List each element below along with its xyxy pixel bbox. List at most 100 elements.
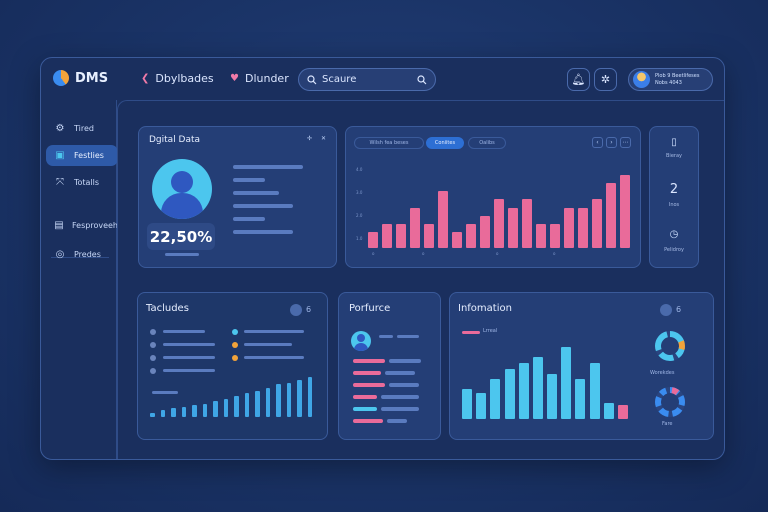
search-submit-icon[interactable] [417,74,427,85]
status-dot [232,355,238,361]
chart-bar [438,191,448,248]
sidebar-item-predes[interactable]: ◎ Predes [46,244,118,265]
percentage-value: 22,50% [147,223,215,250]
chart-bar [480,215,490,248]
text-placeholder [233,217,265,221]
chart-bar [213,401,218,417]
legend-swatch [462,331,480,334]
nav-link-dbylbades[interactable]: ❮ Dbylbades [141,72,214,85]
sidebar: ⚙ Tired ▣ Festlies ⤧ Totalls ▤ Fesprovee… [41,100,118,459]
clipboard-icon: ▯ [671,137,677,148]
nav-link-dlunder[interactable]: ♥ Dlunder [230,72,289,85]
chart-bar [307,377,312,417]
text-placeholder [353,419,383,423]
user-name: Plob 9 Beetlifeses [655,72,700,79]
settings-button[interactable]: ✲ [594,68,617,91]
text-placeholder [244,343,292,346]
toggle-label: 6 [676,305,682,314]
toggle-dot[interactable] [660,304,672,316]
list-bullet [150,368,156,374]
chart-bar [192,405,197,417]
notifications-button[interactable]: 🔔︎ [567,68,590,91]
pin-icon[interactable]: ✢ [306,135,313,142]
close-icon[interactable]: ✕ [320,135,327,142]
gear-icon: ⚙ [55,123,65,134]
text-placeholder [163,330,205,333]
tacludes-card: Tacludes 6 [137,292,328,440]
chart-bar [532,357,543,419]
y-tick-label: 3.0 [356,190,363,195]
sidebar-item-festlies[interactable]: ▣ Festlies [46,145,118,166]
list-bullet [150,329,156,335]
chevron-left-icon: ❮ [141,73,150,84]
chart-bar [522,199,532,248]
text-placeholder [244,356,304,359]
chart-filter-chip[interactable]: Coniites [426,137,464,149]
user-meta: Nobs 4043 [655,79,682,86]
sidebar-item-fesproveeh[interactable]: ▤ Fesproveeh [46,215,118,236]
chart-bar [286,383,291,417]
donut-chart [655,331,685,361]
chart-bar [410,207,420,248]
chart-bar [466,223,476,248]
infomation-bar-chart [460,345,630,419]
search-input[interactable] [322,74,412,85]
avatar [633,71,650,88]
text-placeholder [244,330,304,333]
text-placeholder [233,204,293,208]
tacludes-bar-chart [148,375,316,417]
side-stats-card: ▯ Bieray 2 Inos ◷ Pelidroy [649,126,699,268]
card-title: Infomation [458,303,512,314]
logo-icon [53,70,69,86]
chart-bar [561,347,572,419]
donut-label: Worekdes [650,370,675,376]
chart-option-button[interactable]: › [606,137,617,148]
chart-bar [508,207,518,248]
chart-option-button[interactable]: ⋯ [620,137,631,148]
x-tick-label: o [372,251,375,256]
sidebar-item-label: Fesproveeh [72,221,118,230]
chart-bar [536,223,546,248]
chart-bar [589,363,600,419]
chart-bar [592,199,602,248]
search-icon [307,74,317,84]
text-placeholder [387,419,407,423]
chart-bar [620,175,630,248]
toggle-dot[interactable] [290,304,302,316]
chart-option-button[interactable]: ‹ [592,137,603,148]
chart-bar [578,207,588,248]
chart-bar [181,407,186,417]
chart-bar [462,389,473,419]
chart-filter-chip[interactable]: Oalibs [468,137,506,149]
app-logo[interactable]: DMS [53,70,108,86]
top-bar-chart [366,167,632,248]
text-placeholder [379,335,393,338]
chart-bar [234,396,239,417]
text-placeholder [353,371,381,375]
search-bar[interactable] [298,68,436,91]
chart-bar [452,231,462,248]
porfurce-card: Porfurce [338,292,441,440]
chart-bar [396,223,406,248]
chart-bar [368,231,378,248]
content-area [117,100,724,459]
text-placeholder [233,165,303,169]
user-profile[interactable]: Plob 9 Beetlifeses Nobs 4043 [628,68,713,91]
card-title: Porfurce [349,303,391,314]
text-placeholder [233,230,293,234]
globe-icon: ◎ [55,249,65,260]
chart-bar [160,410,165,417]
text-placeholder [385,371,415,375]
stat-label: Inos [668,202,680,208]
text-placeholder [163,356,215,359]
infomation-card: Infomation 6 Lrreal Worekdes Fare [449,292,714,440]
sidebar-item-totalls[interactable]: ⤧ Totalls [46,172,118,193]
profile-avatar [152,159,212,219]
sidebar-item-tired[interactable]: ⚙ Tired [46,118,118,139]
compass-icon: ◷ [669,229,679,240]
chart-filter-chip[interactable]: Wilsh fea beses [354,137,424,149]
text-placeholder [389,359,421,363]
sidebar-item-label: Festlies [74,151,104,160]
gear-icon: ✲ [600,73,611,86]
chart-bar [547,374,558,419]
